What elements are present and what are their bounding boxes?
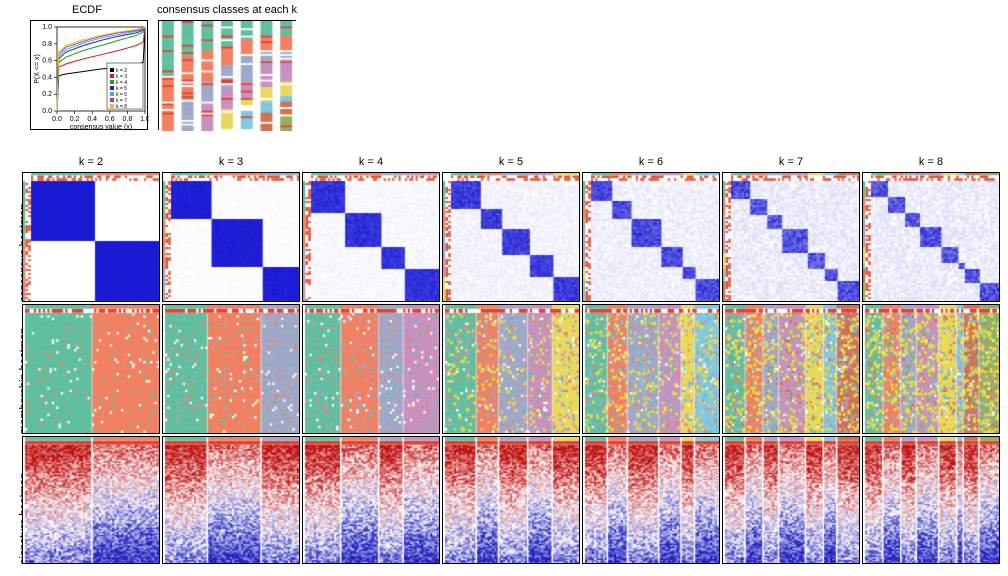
heatmap-cell-r0-k4 [302,172,440,302]
svg-text:0.2: 0.2 [42,91,52,98]
heatmap-grid: consensus heatmapmembership heatmapsigna… [22,156,1002,564]
k-title-3: k = 3 [162,156,300,172]
consensus-classes-box [158,20,296,130]
heatmap-cell-r1-k5 [442,304,580,434]
consensus-classes-title: consensus classes at each k [156,4,298,16]
heatmap-canvas-r1-k7 [723,305,860,434]
k-column-6: k = 6 [582,156,720,172]
heatmap-cell-r1-k6 [582,304,720,434]
heatmap-cell-r2-k8 [862,436,1000,564]
heatmap-cell-r2-k7 [722,436,860,564]
k-title-2: k = 2 [22,156,160,172]
consensus-classes-canvas [159,21,297,131]
heatmap-canvas-r0-k6 [583,173,720,302]
heatmap-cell-r0-k6 [582,172,720,302]
consensus-classes-panel: consensus classes at each k [156,6,298,152]
k-title-7: k = 7 [722,156,860,172]
svg-text:1.0: 1.0 [140,116,149,123]
heatmap-cell-r1-k2 [22,304,160,434]
heatmap-cell-r0-k2 [22,172,160,302]
svg-text:0.4: 0.4 [42,74,52,81]
heatmap-cell-r2-k4 [302,436,440,564]
k-title-6: k = 6 [582,156,720,172]
heatmap-cell-r1-k8 [862,304,1000,434]
k-title-5: k = 5 [442,156,580,172]
heatmap-canvas-r1-k2 [23,305,160,434]
heatmap-canvas-r1-k6 [583,305,720,434]
k-column-2: k = 2 [22,156,160,172]
top-panel-row: ECDF 0.0 0.2 0.4 0.6 0.8 1.0 0.0 0.2 0.4 0.6 0.8 1.0… [22,6,152,148]
figure-root: ECDF 0.0 0.2 0.4 0.6 0.8 1.0 0.0 0.2 0.4 0.6 0.8 1.0… [0,0,1008,576]
svg-text:0.6: 0.6 [105,116,115,123]
k-column-7: k = 7 [722,156,860,172]
heatmap-canvas-r1-k3 [163,305,300,434]
svg-text:0.6: 0.6 [42,58,52,65]
svg-text:0.8: 0.8 [42,41,52,48]
svg-text:0.8: 0.8 [123,116,133,123]
heatmap-canvas-r2-k4 [303,437,440,564]
svg-text:consensus value (x): consensus value (x) [70,124,132,131]
heatmap-canvas-r0-k8 [863,173,1000,302]
k-column-8: k = 8 [862,156,1000,172]
heatmap-cell-r0-k8 [862,172,1000,302]
svg-text:P(X <= x): P(X <= x) [34,54,41,84]
heatmap-canvas-r1-k5 [443,305,580,434]
svg-text:1.0: 1.0 [42,24,52,31]
heatmap-canvas-r1-k4 [303,305,440,434]
heatmap-cell-r2-k5 [442,436,580,564]
svg-text:k = 8: k = 8 [116,104,127,110]
k-title-8: k = 8 [862,156,1000,172]
heatmap-canvas-r0-k5 [443,173,580,302]
svg-text:0.0: 0.0 [52,116,62,123]
heatmap-cell-r2-k3 [162,436,300,564]
svg-text:0.4: 0.4 [87,116,97,123]
heatmap-canvas-r0-k3 [163,173,300,302]
heatmap-canvas-r0-k2 [23,173,160,302]
ecdf-plot-box: 0.0 0.2 0.4 0.6 0.8 1.0 0.0 0.2 0.4 0.6 0.8 1.0 cons… [30,20,148,130]
heatmap-cell-r0-k7 [722,172,860,302]
svg-text:0.2: 0.2 [70,116,80,123]
heatmap-cell-r1-k4 [302,304,440,434]
heatmap-canvas-r2-k5 [443,437,580,564]
heatmap-cell-r1-k7 [722,304,860,434]
heatmap-canvas-r2-k8 [863,437,1000,564]
heatmap-cell-r2-k2 [22,436,160,564]
heatmap-cell-r0-k5 [442,172,580,302]
svg-text:0.0: 0.0 [42,108,52,115]
heatmap-cell-r0-k3 [162,172,300,302]
heatmap-cell-r2-k6 [582,436,720,564]
k-column-5: k = 5 [442,156,580,172]
heatmap-canvas-r2-k2 [23,437,160,564]
ecdf-panel: ECDF 0.0 0.2 0.4 0.6 0.8 1.0 0.0 0.2 0.4 0.6 0.8 1.0… [22,6,152,152]
k-column-4: k = 4 [302,156,440,172]
heatmap-canvas-r2-k7 [723,437,860,564]
heatmap-canvas-r0-k7 [723,173,860,302]
heatmap-canvas-r0-k4 [303,173,440,302]
heatmap-canvas-r2-k6 [583,437,720,564]
heatmap-canvas-r1-k8 [863,305,1000,434]
ecdf-title: ECDF [22,4,152,16]
heatmap-canvas-r2-k3 [163,437,300,564]
k-title-4: k = 4 [302,156,440,172]
k-column-3: k = 3 [162,156,300,172]
heatmap-cell-r1-k3 [162,304,300,434]
